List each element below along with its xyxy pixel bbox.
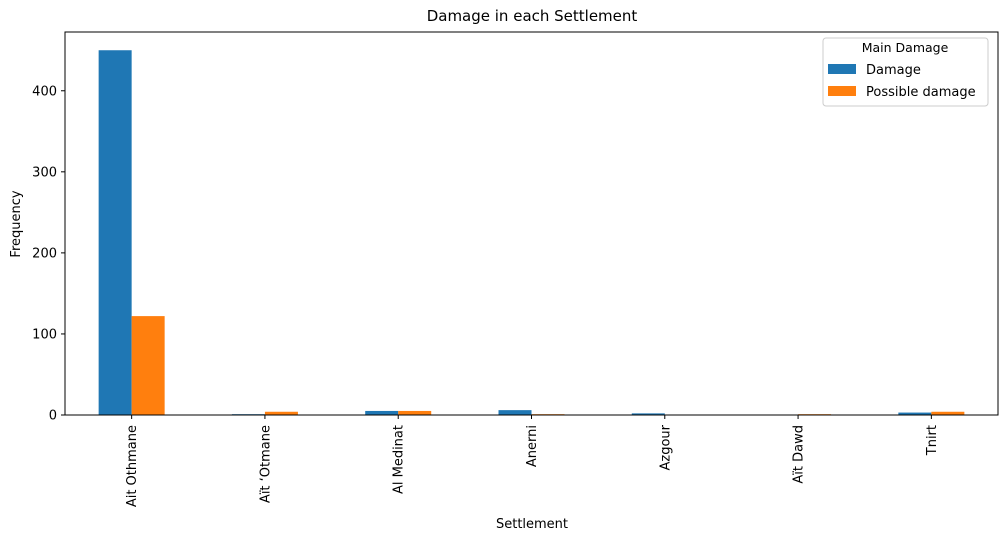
legend: Main Damage Damage Possible damage (822, 37, 989, 107)
bar-damage-6 (898, 412, 932, 415)
axes-frame (64, 31, 999, 416)
x-tick-label: Tnirt (925, 425, 940, 456)
legend-swatch-possible-damage (828, 86, 856, 96)
y-tick-label: 300 (32, 165, 57, 180)
y-tick-label: 0 (49, 409, 57, 424)
x-tick-label: Anerni (525, 425, 540, 467)
bar-damage-3 (498, 410, 532, 415)
x-axis-label: Settlement (496, 517, 568, 532)
bar-damage-4 (631, 413, 665, 415)
y-axis-label: Frequency (9, 190, 24, 257)
x-tick-label: Aït ‘Otmane (258, 425, 273, 503)
bar-damage-0 (98, 50, 132, 415)
plot-area: Ait Othmane Aït ‘Otmane Al Medinat Anerni Az… (32, 31, 999, 507)
x-tick-label: Azgour (658, 424, 673, 470)
legend-label-damage: Damage (866, 63, 921, 78)
y-tick-label: 400 (32, 84, 57, 99)
y-tick-label: 100 (32, 327, 57, 342)
x-tick-label: Ait Othmane (125, 425, 140, 507)
bar-possible-damage-0 (131, 316, 165, 415)
bar-possible-damage-2 (398, 410, 432, 415)
bar-possible-damage-1 (264, 411, 298, 415)
chart-title: Damage in each Settlement (427, 7, 638, 25)
y-tick-label: 200 (32, 246, 57, 261)
bar-damage-2 (365, 410, 399, 415)
bar-possible-damage-6 (931, 411, 965, 415)
legend-label-possible-damage: Possible damage (866, 85, 976, 100)
legend-title: Main Damage (862, 40, 949, 55)
x-tick-label: Al Medinat (392, 425, 407, 494)
legend-box (822, 37, 989, 107)
x-tick-label: Aït Dawd (792, 425, 807, 484)
legend-swatch-damage (828, 64, 856, 74)
